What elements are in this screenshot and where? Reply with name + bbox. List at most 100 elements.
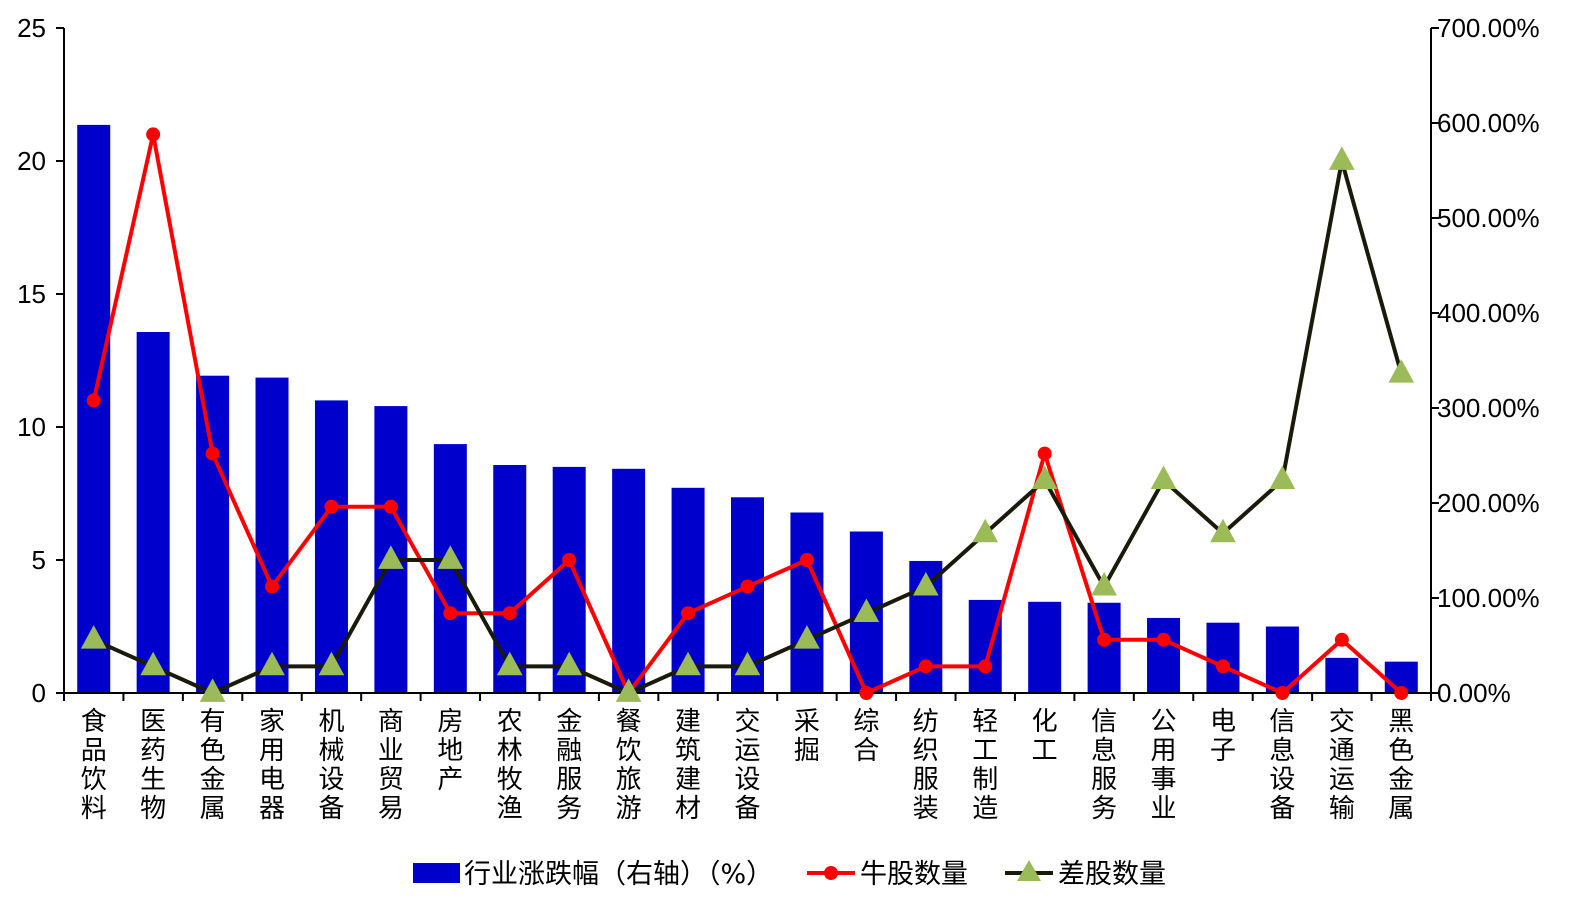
category-char: 色 xyxy=(1388,736,1414,766)
category-char: 通 xyxy=(1329,736,1355,766)
bar-19 xyxy=(1206,622,1240,693)
category-char: 运 xyxy=(734,736,760,766)
category-char: 服 xyxy=(1091,765,1117,795)
category-char: 机 xyxy=(318,707,344,737)
bull-point-4 xyxy=(324,499,339,514)
category-char: 交 xyxy=(734,707,760,737)
bull-point-3 xyxy=(265,579,280,594)
category-char: 轻 xyxy=(972,707,998,737)
category-label-12: 采掘 xyxy=(794,707,820,766)
category-char: 设 xyxy=(734,765,760,795)
line-series xyxy=(80,127,1415,702)
bull-point-15 xyxy=(978,659,993,674)
category-char: 融 xyxy=(556,736,582,766)
category-char: 备 xyxy=(734,794,760,824)
bar-1 xyxy=(136,332,170,693)
bull-point-7 xyxy=(502,606,517,621)
category-char: 农 xyxy=(497,707,523,737)
category-char: 息 xyxy=(1269,736,1295,766)
bear-point-18 xyxy=(1150,465,1177,490)
bear-point-20 xyxy=(1269,465,1296,490)
category-char: 信 xyxy=(1269,707,1295,737)
bull-point-22 xyxy=(1394,686,1409,700)
category-char: 造 xyxy=(972,794,998,824)
right-tick-label-2: 200.00% xyxy=(1437,488,1540,518)
category-char: 食 xyxy=(81,707,107,737)
bear-point-19 xyxy=(1210,518,1236,543)
category-char: 电 xyxy=(259,765,285,795)
bear-point-5 xyxy=(378,545,404,569)
category-char: 业 xyxy=(378,736,404,766)
bull-point-16 xyxy=(1037,446,1052,461)
bear-point-16 xyxy=(1031,465,1058,490)
category-char: 属 xyxy=(1388,794,1414,824)
bull-point-21 xyxy=(1334,632,1349,647)
category-char: 工 xyxy=(972,736,998,766)
bull-point-14 xyxy=(918,659,933,674)
category-char: 用 xyxy=(1151,736,1177,766)
bear-point-22 xyxy=(1388,359,1415,383)
bear-point-8 xyxy=(556,651,583,676)
category-char: 生 xyxy=(140,765,166,795)
legend-bull-marker xyxy=(824,866,838,880)
right-tick-label-0: 0.00% xyxy=(1437,678,1511,708)
category-char: 餐 xyxy=(616,707,642,737)
category-char: 渔 xyxy=(497,794,523,824)
category-char: 子 xyxy=(1210,736,1236,766)
bull-point-20 xyxy=(1275,686,1290,700)
bar-3 xyxy=(255,377,289,693)
legend-bull-label: 牛股数量 xyxy=(860,859,968,890)
category-char: 金 xyxy=(556,707,582,737)
bull-point-12 xyxy=(799,553,814,567)
category-char: 器 xyxy=(259,794,285,824)
left-tick-label-0: 0 xyxy=(32,678,46,708)
category-char: 地 xyxy=(437,736,463,766)
category-char: 信 xyxy=(1091,707,1117,737)
category-char: 属 xyxy=(200,794,226,824)
category-char: 游 xyxy=(616,794,642,824)
category-char: 息 xyxy=(1091,736,1117,766)
category-char: 林 xyxy=(497,736,523,766)
left-tick-label-1: 5 xyxy=(32,545,46,575)
bar-15 xyxy=(968,599,1002,693)
bear-point-6 xyxy=(437,545,464,569)
category-char: 筑 xyxy=(675,736,701,766)
left-tick-label-2: 10 xyxy=(17,412,46,442)
bar-2 xyxy=(196,375,230,693)
x-axis-ticks xyxy=(63,693,1432,701)
left-axis-ticks: 0 5 10 15 20 25 xyxy=(17,13,64,708)
right-tick-label-6: 600.00% xyxy=(1437,108,1540,138)
bull-point-6 xyxy=(443,606,458,621)
category-char: 设 xyxy=(318,765,344,795)
category-char: 医 xyxy=(140,707,166,737)
category-char: 用 xyxy=(259,736,285,766)
right-tick-label-4: 400.00% xyxy=(1437,298,1540,328)
bear-point-12 xyxy=(794,625,820,649)
bear-point-17 xyxy=(1091,571,1117,596)
bear-point-9 xyxy=(615,678,642,702)
category-char: 设 xyxy=(1269,765,1295,795)
bar-16 xyxy=(1028,601,1062,693)
category-char: 化 xyxy=(1032,707,1058,737)
bar-0 xyxy=(77,124,111,693)
bull-point-1 xyxy=(146,127,161,142)
category-char: 织 xyxy=(913,736,939,766)
category-char: 备 xyxy=(1269,794,1295,824)
category-char: 易 xyxy=(378,794,404,824)
category-char: 贸 xyxy=(378,765,404,795)
category-char: 材 xyxy=(675,794,701,824)
bear-point-10 xyxy=(675,651,701,676)
category-char: 金 xyxy=(1388,765,1414,795)
category-char: 运 xyxy=(1329,765,1355,795)
